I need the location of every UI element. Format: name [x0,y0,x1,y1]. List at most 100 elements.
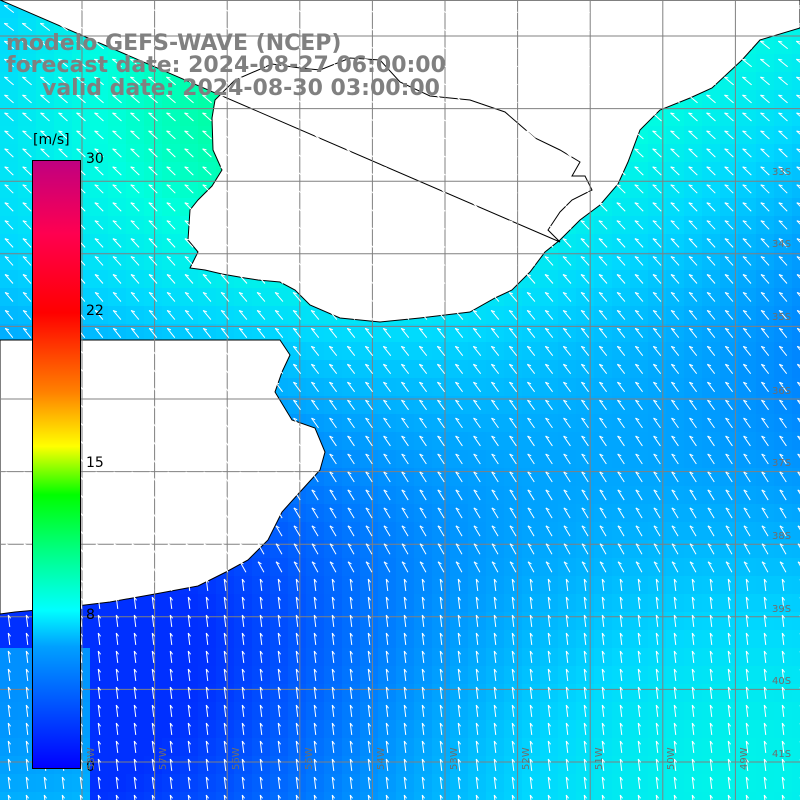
wind-arrow-head [22,4,27,7]
field-cell [792,234,800,252]
wind-arrow-head [526,22,531,25]
wind-arrow-head [76,4,81,7]
wind-arrow-head [796,4,800,7]
wind-arrow-head [454,22,459,25]
wind-arrow-head [364,4,369,7]
wind-arrow-head [328,4,333,7]
field-cell [792,432,800,450]
wind-arrow-head [400,22,405,25]
field-cell [792,486,800,504]
field-cell [792,72,800,90]
wind-arrow-head [166,22,171,25]
field-cell [792,162,800,180]
field-cell [792,288,800,306]
wind-arrow-head [616,22,621,25]
wind-arrow-head [400,40,405,43]
field-cell [792,720,800,738]
wind-arrow-head [238,4,243,7]
wind-arrow-head [184,4,189,7]
wind-arrow-head [40,4,45,7]
field-cell [792,666,800,684]
wind-arrow-head [472,4,477,7]
wind-arrow-head [382,4,387,7]
wind-arrow-head [544,40,549,43]
wind-arrow-head [94,4,99,7]
field-cell [792,684,800,702]
field-cell [792,360,800,378]
wind-arrow-head [58,4,63,7]
wind-arrow-head [256,22,261,25]
wind-arrow-head [454,40,459,43]
wind-arrow-head [670,40,675,43]
wind-arrow-head [562,22,567,25]
field-cell [792,468,800,486]
wind-arrow-head [130,22,135,25]
wind-arrow-head [598,58,603,61]
wind-arrow-head [742,4,747,7]
wind-arrow-head [526,58,531,61]
wind-arrow-head [688,58,693,61]
wind-arrow-head [778,22,783,25]
wind-arrow-head [562,4,567,7]
field-cell [792,504,800,522]
wind-arrow-head [364,40,369,43]
wind-arrow-head [472,58,477,61]
wind-arrow-head [598,22,603,25]
wind-arrow-head [436,22,441,25]
wind-arrow-head [220,22,225,25]
field-cell [792,522,800,540]
wind-arrow-head [562,58,567,61]
wind-arrow-head [490,4,495,7]
field-cell [792,270,800,288]
wind-arrow-head [742,40,747,43]
wind-arrow-head [94,22,99,25]
wind-arrow-head [796,22,800,25]
wind-arrow-head [148,4,153,7]
wind-arrow-head [418,40,423,43]
wind-arrow-head [490,58,495,61]
wind-arrow-head [202,4,207,7]
field-cell [792,324,800,342]
wind-arrow-head [544,4,549,7]
wind-arrow-head [778,4,783,7]
wind-arrow-head [274,22,279,25]
wind-arrow-head [310,22,315,25]
wind-arrow-head [580,4,585,7]
wind-arrow-head [436,4,441,7]
field-cell [792,414,800,432]
wind-arrow-head [706,22,711,25]
wind-arrow-head [22,22,27,25]
wind-arrow-head [112,4,117,7]
field-cell [792,774,800,792]
wind-arrow-head [292,22,297,25]
wind-arrow-head [742,22,747,25]
field-cell [792,576,800,594]
field-cell [792,342,800,360]
field-cell [792,90,800,108]
field-cell [792,396,800,414]
wind-arrow-head [706,4,711,7]
wind-arrow-head [796,40,800,43]
wind-arrow-head [724,4,729,7]
wind-arrow-head [652,22,657,25]
wind-arrow-head [526,40,531,43]
field-cell [792,738,800,756]
wind-arrow-head [238,22,243,25]
field-cell [792,558,800,576]
field-cell [792,378,800,396]
wind-arrow-head [742,58,747,61]
field-cell [792,702,800,720]
wind-arrow-head [508,22,513,25]
wind-arrow-head [274,4,279,7]
wind-arrow-head [148,22,153,25]
field-cell [792,252,800,270]
field-cell [792,594,800,612]
field-cell [792,198,800,216]
wind-arrow-head [724,22,729,25]
wind-arrow-head [562,40,567,43]
wind-arrow-head [418,4,423,7]
wind-arrow-head [634,22,639,25]
wind-arrow-head [328,22,333,25]
wind-arrow-head [472,40,477,43]
